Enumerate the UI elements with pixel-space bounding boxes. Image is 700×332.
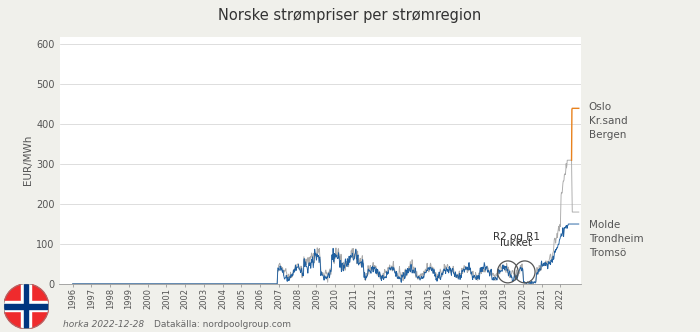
Text: Molde
Trondheim
Tromsö: Molde Trondheim Tromsö bbox=[589, 220, 643, 258]
Bar bbox=[24, 284, 29, 329]
Text: Norske strømpriser per strømregion: Norske strømpriser per strømregion bbox=[218, 8, 482, 23]
Bar bbox=[4, 304, 49, 308]
Bar bbox=[4, 301, 49, 311]
Bar bbox=[21, 284, 32, 329]
Text: Oslo
Kr.sand
Bergen: Oslo Kr.sand Bergen bbox=[589, 102, 627, 140]
Text: Datakälla: nordpoolgroup.com: Datakälla: nordpoolgroup.com bbox=[154, 320, 291, 329]
Y-axis label: EUR/MWh: EUR/MWh bbox=[23, 135, 34, 185]
Text: R2 og R1: R2 og R1 bbox=[493, 232, 540, 242]
Text: lukket: lukket bbox=[500, 238, 532, 248]
Text: horka 2022-12-28: horka 2022-12-28 bbox=[63, 320, 144, 329]
Circle shape bbox=[4, 284, 49, 329]
